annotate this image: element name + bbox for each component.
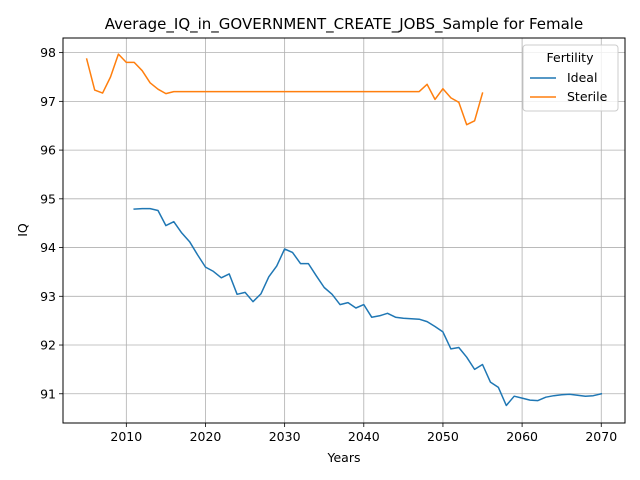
series-lines	[85, 53, 603, 407]
y-tick-label: 95	[40, 191, 56, 206]
y-axis-title: IQ	[15, 223, 30, 237]
chart-title: Average_IQ_in_GOVERNMENT_CREATE_JOBS_Sam…	[105, 15, 583, 34]
y-tick-label: 94	[40, 240, 56, 255]
series-line-sterile	[85, 53, 484, 126]
x-tick-label: 2060	[506, 429, 538, 444]
x-tick-label: 2010	[110, 429, 142, 444]
x-tick-label: 2070	[585, 429, 617, 444]
x-tick-label: 2030	[269, 429, 301, 444]
legend-title: Fertility	[547, 50, 595, 65]
legend-box	[522, 44, 619, 112]
legend: Fertility Ideal Sterile	[522, 44, 619, 112]
y-tick-label: 96	[40, 143, 56, 158]
x-tick-label: 2020	[190, 429, 222, 444]
y-tick-label: 92	[40, 338, 56, 353]
x-axis-title: Years	[327, 450, 361, 465]
y-tick-label: 97	[40, 94, 56, 109]
legend-label-sterile: Sterile	[567, 89, 608, 104]
legend-label-ideal: Ideal	[567, 70, 597, 85]
grid-lines	[63, 38, 625, 423]
y-tick-label: 93	[40, 289, 56, 304]
y-tick-label: 91	[40, 386, 56, 401]
series-line-ideal	[133, 207, 603, 407]
axis-ticks: 2010 2020 2030 2040 2050 2060 2070 91 92 93 94 95 96…	[40, 45, 617, 444]
x-tick-label: 2050	[427, 429, 459, 444]
y-tick-label: 98	[40, 45, 56, 60]
plot-frame	[62, 37, 626, 424]
x-tick-label: 2040	[348, 429, 380, 444]
